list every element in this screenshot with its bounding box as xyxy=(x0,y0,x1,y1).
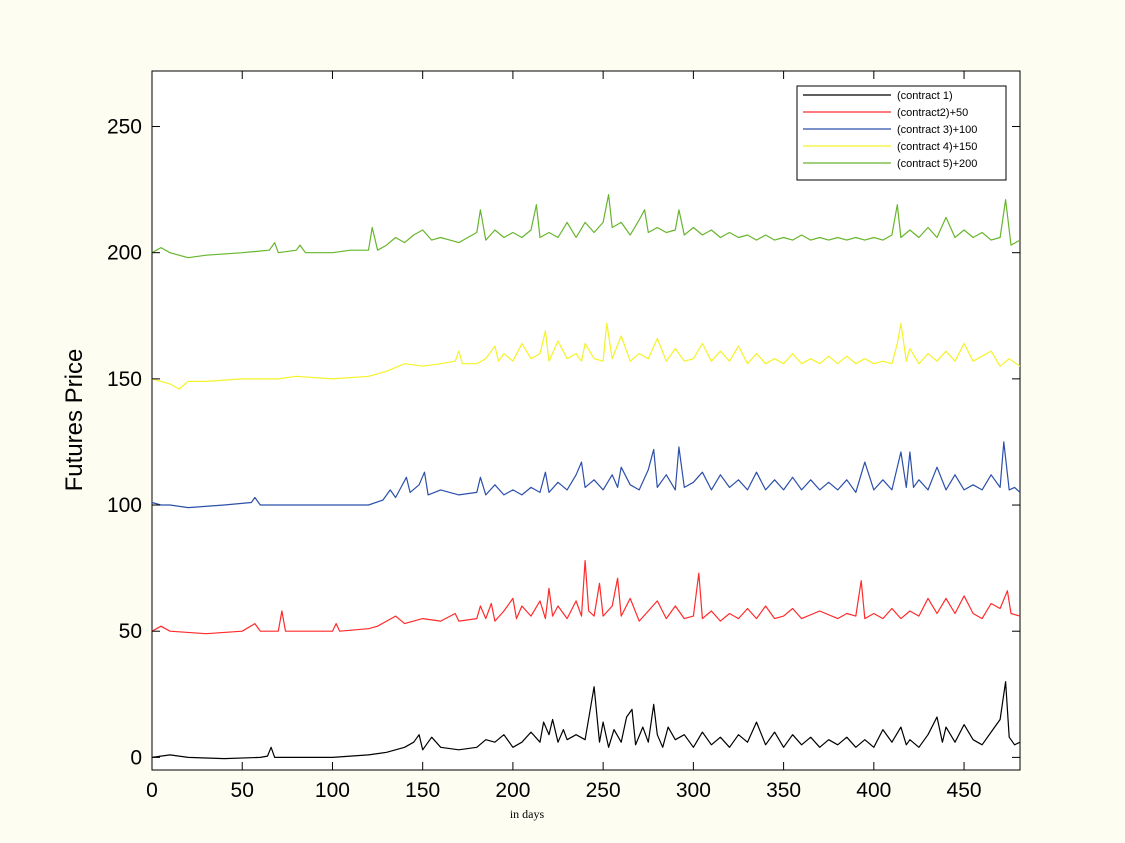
x-tick-label: 100 xyxy=(315,779,350,802)
y-tick-label: 0 xyxy=(130,746,142,769)
y-tick-label: 150 xyxy=(107,368,142,391)
y-tick-label: 100 xyxy=(107,494,142,517)
legend: (contract 1) (contract2)+50 (contract 3)+1… xyxy=(796,85,1007,181)
y-tick-label: 50 xyxy=(119,620,142,643)
series-line-5 xyxy=(151,194,1021,259)
y-tick-label: 250 xyxy=(107,116,142,139)
axis-layer: 0 50 100 150 200 250 300 350 400 450 0 50 100 150 200 2… xyxy=(107,71,1020,802)
legend-entry-4: (contract 4)+150 xyxy=(897,141,977,153)
legend-entry-5: (contract 5)+200 xyxy=(897,158,977,170)
plot-area xyxy=(151,70,1021,771)
series-layer xyxy=(151,194,1021,760)
x-axis-label: in days xyxy=(510,807,545,821)
series-line-4 xyxy=(151,322,1021,390)
x-tick-label: 250 xyxy=(586,779,621,802)
y-axis-label: Futures Price xyxy=(61,349,88,492)
legend-entry-3: (contract 3)+100 xyxy=(897,124,977,136)
x-tick-label: 150 xyxy=(405,779,440,802)
x-tick-label: 400 xyxy=(856,779,891,802)
series-line-3 xyxy=(151,441,1021,509)
x-tick-label: 300 xyxy=(676,779,711,802)
y-tick-label: 200 xyxy=(107,242,142,265)
x-tick-label: 350 xyxy=(766,779,801,802)
x-tick-label: 200 xyxy=(495,779,530,802)
legend-box xyxy=(796,85,1007,181)
legend-entry-2: (contract2)+50 xyxy=(897,107,968,119)
series-line-1 xyxy=(151,681,1021,760)
x-tick-label: 50 xyxy=(231,779,254,802)
x-tick-label: 0 xyxy=(146,779,158,802)
series-line-2 xyxy=(151,560,1021,635)
x-tick-label: 450 xyxy=(947,779,982,802)
legend-entry-1: (contract 1) xyxy=(897,90,953,102)
